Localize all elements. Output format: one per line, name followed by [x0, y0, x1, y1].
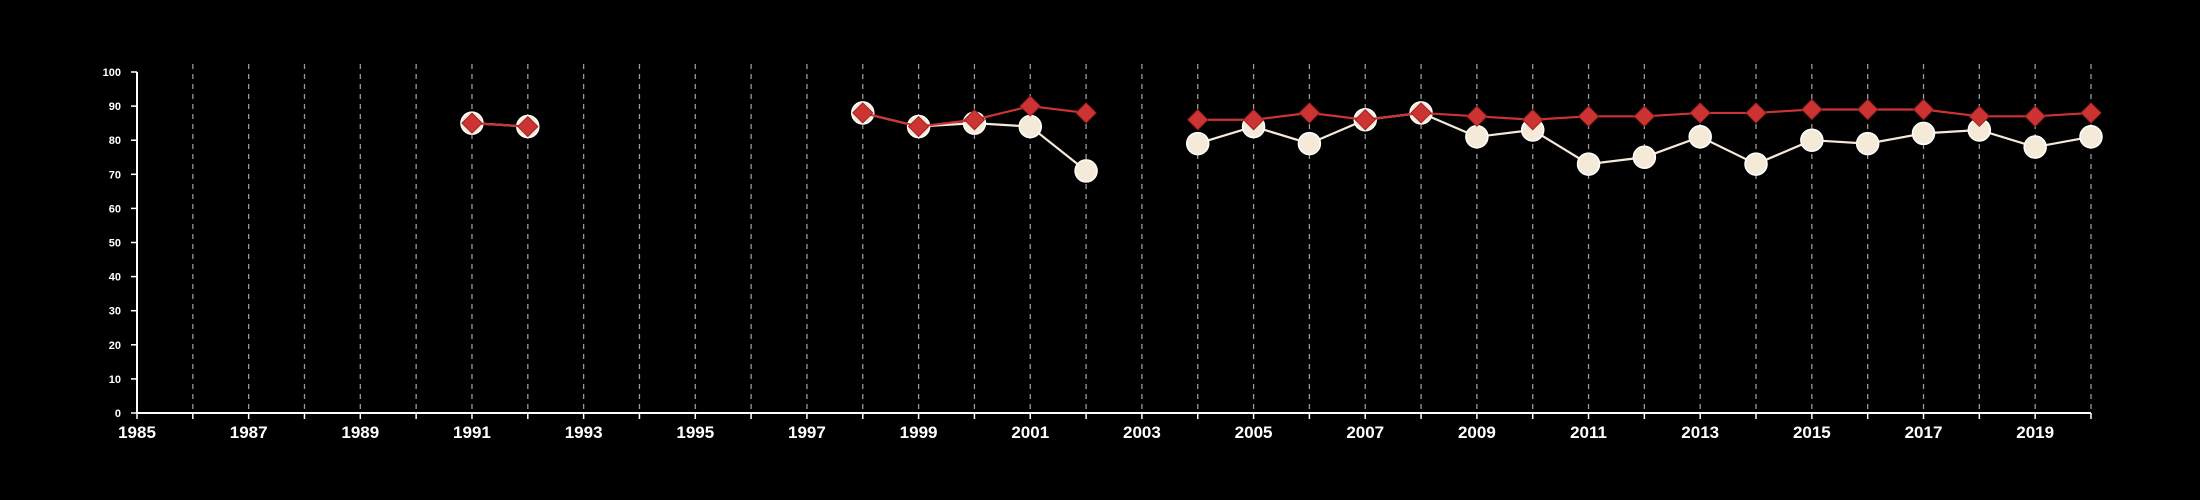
series-circle	[460, 101, 2103, 183]
x-tick-label: 1995	[676, 423, 714, 442]
circle-marker	[1688, 125, 1712, 149]
circle-marker	[1800, 128, 1824, 152]
series-diamond	[461, 95, 2102, 138]
x-tick-label: 2007	[1346, 423, 1384, 442]
x-tick-label: 1997	[788, 423, 826, 442]
diamond-marker	[2080, 102, 2102, 124]
circle-marker	[2079, 125, 2103, 149]
diamond-marker	[1298, 102, 1321, 124]
circle-marker	[1855, 131, 1880, 156]
x-tick-label: 2001	[1011, 423, 1049, 442]
circle-marker	[1465, 125, 1489, 149]
x-tick-label: 1989	[341, 423, 379, 442]
circle-marker	[1911, 121, 1936, 146]
diamond-marker	[461, 112, 483, 134]
diamond-marker	[1577, 105, 1600, 128]
x-tick-label: 2019	[2016, 423, 2054, 442]
diamond-marker	[1856, 98, 1879, 121]
diamond-marker	[1745, 102, 1767, 124]
circle-marker	[1074, 159, 1098, 183]
diamond-marker	[1410, 102, 1432, 124]
diamond-marker	[1075, 102, 1097, 124]
diamond-marker	[1689, 102, 1711, 124]
y-tick-label: 70	[109, 169, 121, 181]
y-tick-label: 40	[109, 272, 121, 284]
diamond-marker	[963, 109, 986, 131]
y-tick-label: 60	[109, 203, 121, 215]
circle-marker	[1632, 145, 1657, 169]
x-tick-label: 2003	[1123, 423, 1161, 442]
y-tick-label: 30	[109, 306, 121, 318]
x-tick-label: 2015	[1793, 423, 1831, 442]
x-tick-label: 1993	[565, 423, 603, 442]
circle-marker	[1018, 114, 1043, 139]
diamond-marker	[1522, 109, 1544, 131]
data-series	[460, 95, 2103, 183]
circle-marker	[1744, 152, 1768, 176]
diamond-marker	[2024, 105, 2046, 128]
diamond-marker	[1019, 95, 1041, 117]
diamond-marker	[1633, 105, 1656, 128]
axes: 0 10 20 30 40 50 60 70 80 90 100 1985 1987 1989 1991 19…	[103, 67, 2092, 442]
y-tick-label: 0	[115, 408, 121, 420]
x-tick-label: 2009	[1458, 423, 1496, 442]
diamond-marker	[1968, 105, 1991, 128]
y-tick-label: 10	[109, 374, 121, 386]
diamond-marker	[517, 115, 539, 138]
circle-marker	[1297, 131, 1322, 156]
x-tick-label: 1991	[453, 423, 491, 442]
y-tick-label: 90	[109, 101, 121, 113]
x-tick-label: 2005	[1235, 423, 1273, 442]
x-tick-label: 2011	[1570, 423, 1607, 442]
diamond-marker	[1912, 98, 1935, 121]
x-tick-label: 2017	[1905, 423, 1943, 442]
circle-marker	[2023, 135, 2047, 159]
x-tick-label: 1985	[118, 423, 156, 442]
x-tick-label: 2013	[1681, 423, 1719, 442]
diamond-marker	[1242, 109, 1265, 131]
diamond-marker	[1801, 98, 1823, 121]
x-tick-label: 1987	[230, 423, 268, 442]
diamond-marker	[907, 115, 930, 138]
diamond-marker	[1187, 109, 1209, 131]
grid-lines	[192, 64, 2092, 413]
y-tick-label: 80	[109, 135, 121, 147]
circle-marker	[1185, 131, 1210, 156]
circle-marker	[1576, 152, 1601, 176]
diamond-marker	[852, 102, 874, 124]
diamond-marker	[1466, 105, 1488, 128]
y-tick-label: 50	[109, 238, 121, 250]
y-tick-label: 100	[103, 67, 121, 79]
x-tick-label: 1999	[900, 423, 938, 442]
y-tick-label: 20	[109, 340, 121, 352]
diamond-marker	[1354, 109, 1376, 131]
